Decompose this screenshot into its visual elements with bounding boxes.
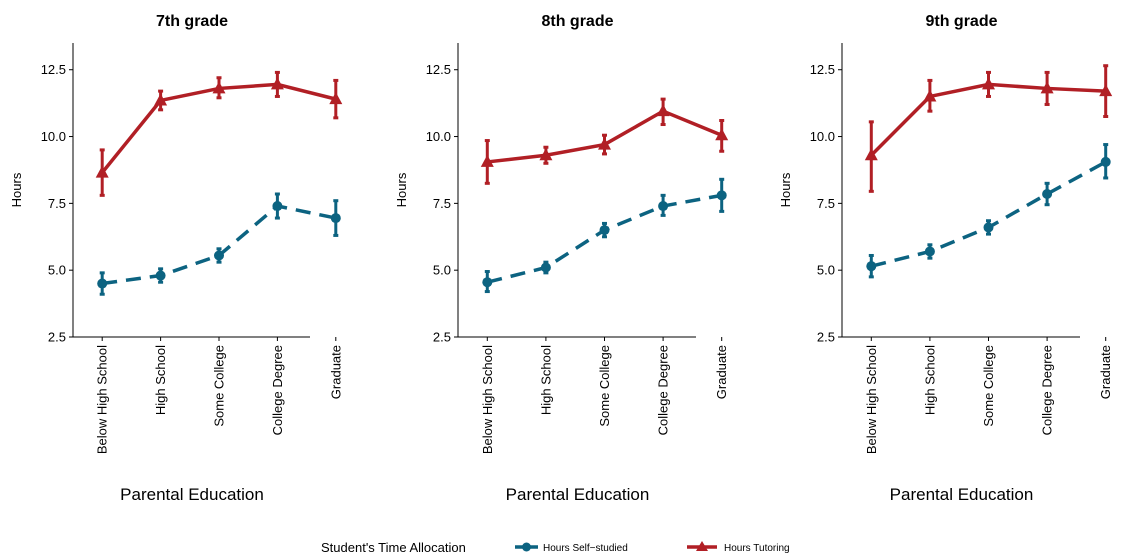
chart-panels: 7th grade 2.5 5.0 7.5 10.0 12.5 Hours Below Hig… <box>9 13 1113 504</box>
data-point <box>923 89 937 102</box>
x-tick-label: Below High School <box>95 345 110 454</box>
series-line <box>870 160 1107 268</box>
panel-title: 9th grade <box>925 13 997 30</box>
x-tick-label: High School <box>153 345 168 415</box>
x-tick-label: Below High School <box>480 345 495 454</box>
y-tick-label: 2.5 <box>48 330 66 345</box>
y-tick-label: 10.0 <box>426 129 451 144</box>
x-axis-title: Parental Education <box>890 485 1034 504</box>
x-axis-title: Parental Education <box>120 485 264 504</box>
chart-panel: 7th grade 2.5 5.0 7.5 10.0 12.5 Hours Below Hig… <box>9 13 343 504</box>
data-point <box>270 77 284 90</box>
chart-panel: 9th grade 2.5 5.0 7.5 10.0 12.5 Hours Below Hig… <box>778 13 1113 504</box>
legend-title: Student's Time Allocation <box>321 540 466 555</box>
data-point <box>154 93 168 106</box>
data-point <box>272 201 283 212</box>
x-tick-label: College Degree <box>1040 345 1055 435</box>
data-point <box>599 225 610 236</box>
data-point <box>864 148 878 161</box>
panel-title: 8th grade <box>541 13 613 30</box>
data-point <box>656 104 670 117</box>
y-tick-label: 5.0 <box>48 263 66 278</box>
data-point <box>924 246 935 257</box>
chart-panel: 8th grade 2.5 5.0 7.5 10.0 12.5 Hours Below Hig… <box>394 13 729 504</box>
series-tutoring <box>95 70 343 197</box>
x-tick-label: Graduate <box>714 345 729 399</box>
data-point <box>95 165 109 178</box>
x-tick-label: Some College <box>981 345 996 427</box>
legend-key-tutoring-point <box>696 541 708 551</box>
y-axis-title: Hours <box>394 172 409 207</box>
series-self-studied <box>866 143 1111 279</box>
data-point <box>598 137 611 150</box>
y-tick-label: 12.5 <box>41 62 66 77</box>
data-point <box>540 262 551 273</box>
data-point <box>866 261 877 272</box>
y-tick-label: 2.5 <box>817 330 835 345</box>
legend: Student's Time Allocation Hours Self−stu… <box>321 540 790 555</box>
y-tick-label: 2.5 <box>433 330 451 345</box>
data-point <box>329 92 343 105</box>
data-point <box>155 270 166 281</box>
data-point <box>212 81 226 94</box>
y-tick-label: 7.5 <box>48 196 66 211</box>
x-tick-label: High School <box>922 345 937 415</box>
legend-label-self-studied: Hours Self−studied <box>543 543 628 554</box>
legend-label-tutoring: Hours Tutoring <box>724 543 790 554</box>
data-point <box>1099 84 1113 97</box>
data-point <box>97 278 108 289</box>
data-point <box>214 250 224 261</box>
data-point <box>982 77 995 90</box>
data-point <box>658 201 669 212</box>
x-tick-label: Graduate <box>1098 345 1113 399</box>
data-point <box>1100 156 1111 167</box>
panel-title: 7th grade <box>156 13 228 30</box>
x-tick-label: Some College <box>212 345 227 427</box>
series-line <box>101 204 337 286</box>
y-tick-label: 7.5 <box>817 196 835 211</box>
legend-key-self-studied-point <box>522 542 531 552</box>
y-tick-label: 7.5 <box>433 196 451 211</box>
series-tutoring <box>864 64 1113 193</box>
y-tick-label: 10.0 <box>810 129 835 144</box>
data-point <box>715 128 729 141</box>
series-line <box>486 193 723 284</box>
x-tick-label: Below High School <box>864 345 879 454</box>
data-point <box>716 190 727 201</box>
y-tick-label: 12.5 <box>426 62 451 77</box>
y-axis-title: Hours <box>9 172 24 207</box>
y-tick-label: 5.0 <box>817 263 835 278</box>
x-tick-label: High School <box>538 345 553 415</box>
y-axis-title: Hours <box>778 172 793 207</box>
x-axis-title: Parental Education <box>506 485 650 504</box>
data-point <box>1040 81 1054 94</box>
x-tick-label: College Degree <box>270 345 285 435</box>
data-point <box>482 277 493 288</box>
data-point <box>539 148 553 161</box>
y-tick-label: 12.5 <box>810 62 835 77</box>
series-self-studied <box>482 177 727 294</box>
series-self-studied <box>97 192 341 296</box>
x-tick-label: College Degree <box>656 345 671 435</box>
series-tutoring <box>480 97 729 185</box>
data-point <box>1042 189 1053 200</box>
data-point <box>330 213 341 224</box>
data-point <box>983 222 994 233</box>
y-tick-label: 5.0 <box>433 263 451 278</box>
data-point <box>480 154 494 167</box>
x-tick-label: Graduate <box>328 345 343 399</box>
y-tick-label: 10.0 <box>41 129 66 144</box>
x-tick-label: Some College <box>597 345 612 427</box>
